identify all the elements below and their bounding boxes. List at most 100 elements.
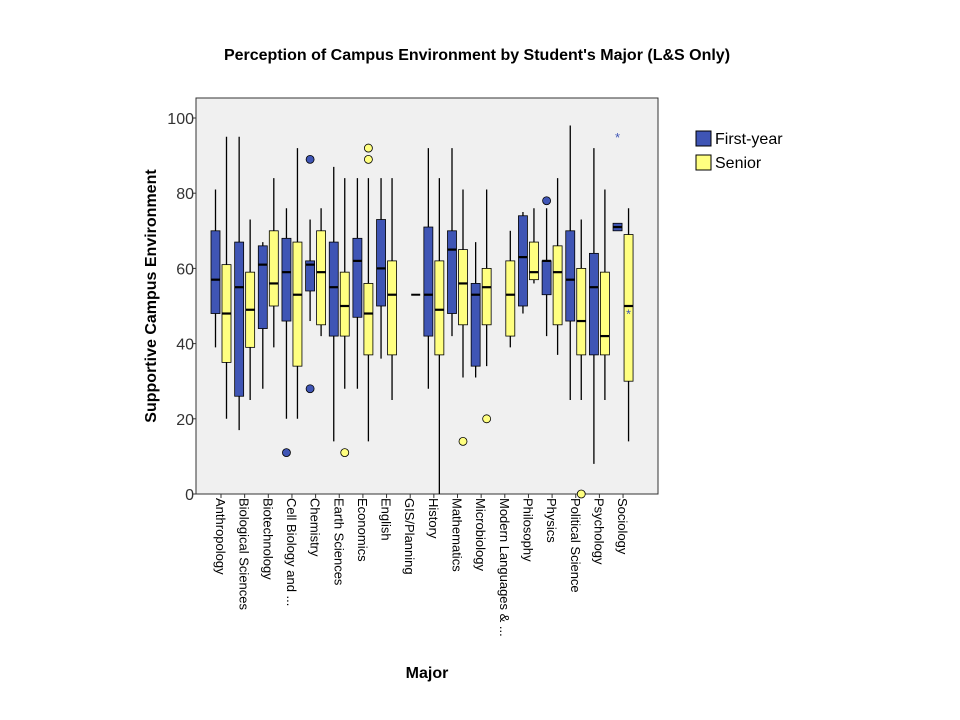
box-iqr <box>589 252 599 356</box>
x-tick-label: GIS/Planning <box>402 498 417 575</box>
box-first-year <box>376 178 386 359</box>
x-tick-label: Earth Sciences <box>331 498 346 586</box>
box-iqr <box>257 245 268 329</box>
x-tick-label: Sociology <box>615 498 630 555</box>
box-iqr <box>292 241 303 367</box>
x-axis: Anthropology Biological Sciences Biotechno… <box>213 494 630 637</box>
box-iqr <box>541 260 552 296</box>
box-senior <box>339 178 350 458</box>
box-iqr <box>576 267 587 356</box>
y-tick-label: 0 <box>185 487 194 504</box>
x-tick-label: Physics <box>544 498 559 543</box>
box-iqr <box>565 230 576 322</box>
y-axis-title: Supportive Campus Environment <box>143 169 160 423</box>
box-iqr <box>623 234 634 382</box>
box-senior <box>363 143 374 442</box>
box-iqr <box>210 230 221 314</box>
x-tick-label: Chemistry <box>308 498 323 557</box>
outlier-point <box>282 448 291 458</box>
box-iqr <box>387 260 397 356</box>
box-iqr <box>328 241 339 337</box>
box-senior <box>221 136 232 419</box>
outlier-point <box>340 448 350 458</box>
y-tick-label: 40 <box>176 337 194 354</box>
box-senior <box>481 189 492 424</box>
box-iqr <box>339 271 350 337</box>
box-first-year <box>423 148 434 389</box>
extreme-star: * <box>615 130 620 145</box>
outlier-point <box>305 154 315 164</box>
x-tick-label: Anthropology <box>213 498 228 575</box>
box-first-year <box>210 189 221 348</box>
x-tick-label: Economics <box>355 498 370 562</box>
boxes-layer: ** <box>210 125 634 499</box>
outlier-point <box>576 489 586 499</box>
box-senior <box>434 178 445 494</box>
box-first-year <box>281 208 292 458</box>
box-senior: * <box>623 208 634 442</box>
box-first-year: * <box>612 130 623 232</box>
box-iqr <box>234 241 245 397</box>
y-tick-label: 60 <box>176 261 194 278</box>
outlier-point <box>363 143 373 153</box>
x-tick-label: English <box>379 498 394 541</box>
box-senior <box>268 178 279 348</box>
y-tick-label: 80 <box>176 186 194 203</box>
x-axis-title: Major <box>406 665 449 682</box>
x-tick-label: Modern Languages & ... <box>497 498 512 637</box>
box-iqr <box>281 237 292 322</box>
box-first-year <box>352 178 363 389</box>
box-first-year <box>589 148 599 464</box>
outlier-point <box>542 196 551 206</box>
box-senior <box>576 219 587 499</box>
box-first-year <box>234 136 245 431</box>
box-iqr <box>316 230 327 326</box>
x-tick-label: Mathematics <box>450 498 465 572</box>
x-tick-label: History <box>426 498 441 539</box>
x-tick-label: Biological Sciences <box>237 498 252 611</box>
box-first-year <box>541 196 552 337</box>
box-first-year <box>257 242 268 389</box>
legend-swatch <box>695 130 712 147</box>
box-senior <box>316 208 327 337</box>
extreme-star: * <box>626 307 631 322</box>
box-iqr <box>505 260 516 337</box>
box-iqr <box>423 226 434 337</box>
box-iqr <box>552 245 563 326</box>
chart-title: Perception of Campus Environment by Stud… <box>224 47 730 64</box>
box-first-year <box>328 166 339 442</box>
box-iqr <box>376 219 386 307</box>
box-senior <box>529 208 539 284</box>
box-iqr <box>470 283 481 367</box>
box-first-year <box>470 242 481 378</box>
y-axis: 0 20 40 60 80 100 <box>167 111 196 504</box>
box-first-year <box>518 212 528 314</box>
x-tick-label: Psychology <box>591 498 606 565</box>
outlier-point <box>363 154 373 164</box>
x-tick-label: Microbiology <box>473 498 488 571</box>
box-iqr <box>481 267 492 326</box>
x-tick-label: Political Science <box>568 498 583 593</box>
box-iqr <box>447 230 457 314</box>
legend-label: First-year <box>715 131 783 148</box>
outlier-point <box>482 414 492 424</box>
legend: First-year Senior <box>695 130 783 172</box>
box-senior <box>387 178 397 400</box>
box-iqr <box>363 283 374 356</box>
box-iqr <box>352 237 363 318</box>
box-iqr <box>529 241 539 281</box>
box-iqr <box>305 260 316 292</box>
box-senior <box>505 230 516 348</box>
box-iqr <box>518 215 528 307</box>
x-tick-label: Cell Biology and ... <box>284 498 299 606</box>
box-senior <box>458 189 468 446</box>
outlier-point <box>305 384 315 394</box>
outlier-point <box>458 436 468 446</box>
box-senior <box>245 219 256 400</box>
box-first-year <box>447 148 457 337</box>
x-tick-label: Biotechnology <box>260 498 275 580</box>
y-tick-label: 100 <box>167 111 194 128</box>
y-tick-label: 20 <box>176 412 194 429</box>
box-iqr <box>458 249 468 326</box>
box-iqr <box>268 230 279 307</box>
